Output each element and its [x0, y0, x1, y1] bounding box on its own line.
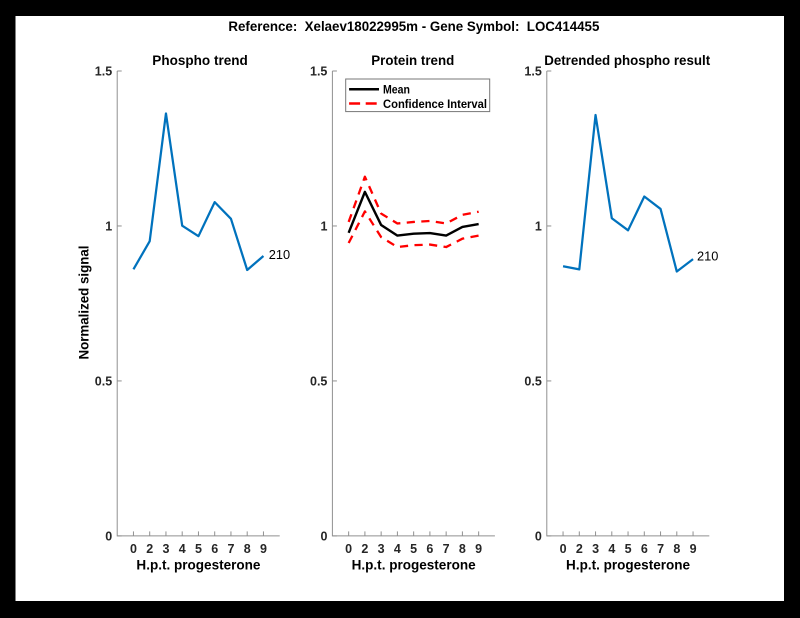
svg-text:9: 9 [690, 542, 697, 556]
svg-text:5: 5 [410, 542, 417, 556]
svg-text:0.5: 0.5 [310, 375, 327, 389]
svg-text:Detrended phospho result: Detrended phospho result [544, 53, 710, 68]
svg-text:0: 0 [320, 530, 327, 544]
svg-text:5: 5 [195, 542, 202, 556]
svg-text:8: 8 [673, 542, 680, 556]
svg-text:0.5: 0.5 [524, 375, 541, 389]
svg-text:210: 210 [269, 247, 290, 262]
svg-text:6: 6 [426, 542, 433, 556]
svg-text:1: 1 [535, 220, 542, 234]
svg-text:1.5: 1.5 [524, 65, 541, 79]
svg-text:0.5: 0.5 [95, 375, 112, 389]
svg-text:0: 0 [535, 530, 542, 544]
svg-text:9: 9 [260, 542, 267, 556]
svg-text:1: 1 [105, 220, 112, 234]
svg-text:3: 3 [592, 542, 599, 556]
svg-text:6: 6 [641, 542, 648, 556]
svg-text:5: 5 [625, 542, 632, 556]
svg-text:0: 0 [130, 542, 137, 556]
svg-text:3: 3 [162, 542, 169, 556]
svg-text:7: 7 [227, 542, 234, 556]
svg-text:Confidence Interval: Confidence Interval [383, 97, 487, 111]
svg-text:Phospho trend: Phospho trend [152, 53, 248, 68]
svg-text:8: 8 [244, 542, 251, 556]
svg-text:2: 2 [361, 542, 368, 556]
svg-text:0: 0 [105, 530, 112, 544]
svg-text:Normalized signal: Normalized signal [77, 246, 92, 360]
svg-text:Reference: Xelaev18022995m -: Reference: Xelaev18022995m - Gene Symbol… [228, 19, 599, 35]
svg-text:210: 210 [697, 249, 718, 264]
svg-text:0: 0 [560, 542, 567, 556]
svg-text:Mean: Mean [383, 83, 410, 97]
svg-text:Protein trend: Protein trend [371, 53, 454, 68]
svg-text:H.p.t. progesterone: H.p.t. progesterone [136, 557, 260, 572]
svg-text:3: 3 [378, 542, 385, 556]
svg-text:6: 6 [211, 542, 218, 556]
svg-text:4: 4 [608, 542, 615, 556]
svg-text:1: 1 [320, 220, 327, 234]
svg-text:H.p.t. progesterone: H.p.t. progesterone [566, 557, 690, 572]
svg-text:9: 9 [475, 542, 482, 556]
svg-text:7: 7 [443, 542, 450, 556]
svg-text:8: 8 [459, 542, 466, 556]
svg-text:0: 0 [345, 542, 352, 556]
svg-text:2: 2 [146, 542, 153, 556]
svg-text:1.5: 1.5 [95, 65, 112, 79]
svg-text:1.5: 1.5 [310, 65, 327, 79]
svg-text:7: 7 [657, 542, 664, 556]
svg-text:4: 4 [394, 542, 401, 556]
svg-text:H.p.t. progesterone: H.p.t. progesterone [352, 557, 476, 572]
svg-text:2: 2 [576, 542, 583, 556]
svg-text:4: 4 [179, 542, 186, 556]
